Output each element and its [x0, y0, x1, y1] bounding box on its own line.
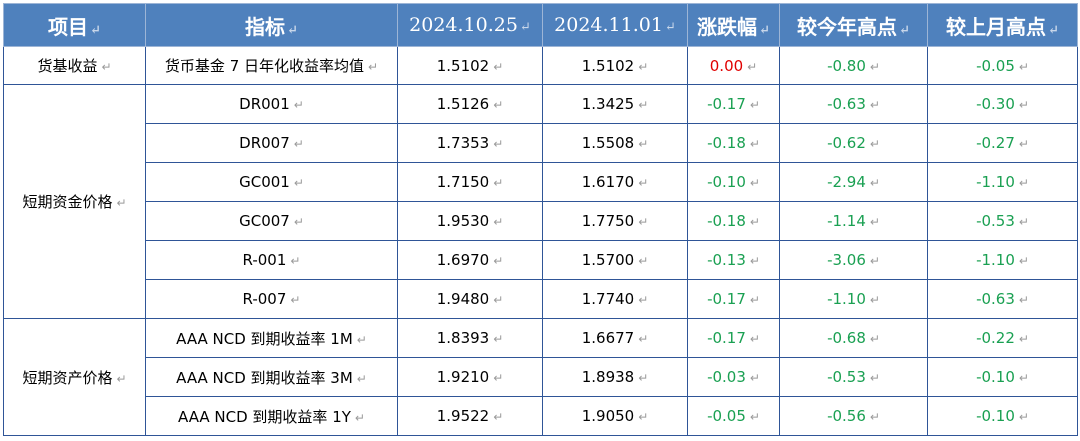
- vs-month-high-value: -0.27 ↵: [927, 123, 1078, 163]
- header-row: 项目 ↵ 指标 ↵ 2024.10.25 ↵ 2024.11.01 ↵ 涨跌幅 ↵ 较今年…: [3, 3, 1078, 47]
- change-value: -0.17 ↵: [687, 279, 780, 319]
- table-row: AAA NCD 到期收益率 1Y ↵ 1.9522 ↵ 1.9050 ↵ -0.05 ↵ -0.…: [4, 396, 1078, 436]
- change-value: -0.18 ↵: [687, 201, 780, 241]
- money-market-table: 项目 ↵ 指标 ↵ 2024.10.25 ↵ 2024.11.01 ↵ 涨跌幅 ↵ 较今年…: [3, 3, 1078, 436]
- change-value: -0.17 ↵: [687, 84, 780, 124]
- date2-value: 1.3425 ↵: [542, 84, 688, 124]
- table-row: AAA NCD 到期收益率 3M ↵ 1.9210 ↵ 1.8938 ↵ -0.03 ↵ -0.…: [4, 357, 1078, 397]
- header-vs-year-high: 较今年高点 ↵: [779, 3, 928, 47]
- change-value: -0.10 ↵: [687, 162, 780, 202]
- vs-year-high-value: -1.14 ↵: [779, 201, 928, 241]
- change-value: -0.03 ↵: [687, 357, 780, 397]
- change-value: -0.17 ↵: [687, 318, 780, 358]
- date2-value: 1.5700 ↵: [542, 240, 688, 280]
- group-label: 短期资金价格 ↵: [3, 84, 146, 319]
- date1-value: 1.9522 ↵: [397, 396, 543, 436]
- vs-month-high-value: -0.63 ↵: [927, 279, 1078, 319]
- vs-year-high-value: -3.06 ↵: [779, 240, 928, 280]
- vs-month-high-value: -1.10 ↵: [927, 162, 1078, 202]
- date1-value: 1.5102 ↵: [397, 46, 543, 85]
- vs-month-high-value: -0.30 ↵: [927, 84, 1078, 124]
- date2-value: 1.6677 ↵: [542, 318, 688, 358]
- date1-value: 1.7150 ↵: [397, 162, 543, 202]
- header-date-1: 2024.10.25 ↵: [397, 3, 543, 47]
- indicator-cell: AAA NCD 到期收益率 3M ↵: [145, 357, 398, 397]
- table-row: 货基收益 ↵ 货币基金 7 日年化收益率均值 ↵ 1.5102 ↵ 1.5102 ↵ 0.00 ↵…: [3, 46, 1078, 85]
- indicator-cell: 货币基金 7 日年化收益率均值 ↵: [145, 46, 398, 85]
- table-row: R-001 ↵ 1.6970 ↵ 1.5700 ↵ -0.13 ↵ -3.06 ↵ -1.10 ↵: [4, 240, 1078, 280]
- table-row: GC001 ↵ 1.7150 ↵ 1.6170 ↵ -0.10 ↵ -2.94 ↵ -1.10 ↵: [4, 162, 1078, 202]
- change-value: -0.05 ↵: [687, 396, 780, 436]
- change-value: -0.13 ↵: [687, 240, 780, 280]
- table-row: 短期资金价格 ↵ DR001 ↵ 1.5126 ↵ 1.3425 ↵ -0.17 ↵ -0.63 ↵ -…: [3, 84, 1078, 319]
- header-change: 涨跌幅 ↵: [687, 3, 780, 47]
- vs-year-high-value: -0.53 ↵: [779, 357, 928, 397]
- vs-month-high-value: -0.10 ↵: [927, 396, 1078, 436]
- vs-year-high-value: -0.62 ↵: [779, 123, 928, 163]
- change-value: -0.18 ↵: [687, 123, 780, 163]
- indicator-cell: DR001 ↵: [145, 84, 398, 124]
- date2-value: 1.5508 ↵: [542, 123, 688, 163]
- vs-year-high-value: -0.63 ↵: [779, 84, 928, 124]
- vs-month-high-value: -0.53 ↵: [927, 201, 1078, 241]
- vs-year-high-value: -1.10 ↵: [779, 279, 928, 319]
- vs-year-high-value: -0.56 ↵: [779, 396, 928, 436]
- vs-year-high-value: -0.68 ↵: [779, 318, 928, 358]
- indicator-cell: R-007 ↵: [145, 279, 398, 319]
- date2-value: 1.6170 ↵: [542, 162, 688, 202]
- indicator-cell: AAA NCD 到期收益率 1M ↵: [145, 318, 398, 358]
- date1-value: 1.9480 ↵: [397, 279, 543, 319]
- indicator-cell: R-001 ↵: [145, 240, 398, 280]
- date2-value: 1.8938 ↵: [542, 357, 688, 397]
- vs-month-high-value: -0.10 ↵: [927, 357, 1078, 397]
- date1-value: 1.9530 ↵: [397, 201, 543, 241]
- group-label: 货基收益 ↵: [3, 46, 146, 85]
- table-body: 货基收益 ↵ 货币基金 7 日年化收益率均值 ↵ 1.5102 ↵ 1.5102 ↵ 0.00 ↵…: [3, 46, 1078, 436]
- date2-value: 1.5102 ↵: [542, 46, 688, 85]
- indicator-cell: DR007 ↵: [145, 123, 398, 163]
- group-label: 短期资产价格 ↵: [3, 318, 146, 436]
- vs-month-high-value: -1.10 ↵: [927, 240, 1078, 280]
- table-row: GC007 ↵ 1.9530 ↵ 1.7750 ↵ -0.18 ↵ -1.14 ↵ -0.53 ↵: [4, 201, 1078, 241]
- vs-month-high-value: -0.05 ↵: [927, 46, 1078, 85]
- change-value: 0.00 ↵: [687, 46, 780, 85]
- date1-value: 1.6970 ↵: [397, 240, 543, 280]
- header-item: 项目 ↵: [3, 3, 146, 47]
- date2-value: 1.7750 ↵: [542, 201, 688, 241]
- indicator-cell: AAA NCD 到期收益率 1Y ↵: [145, 396, 398, 436]
- vs-month-high-value: -0.22 ↵: [927, 318, 1078, 358]
- date2-value: 1.7740 ↵: [542, 279, 688, 319]
- table-row: DR007 ↵ 1.7353 ↵ 1.5508 ↵ -0.18 ↵ -0.62 ↵ -0.27 ↵: [4, 123, 1078, 163]
- date1-value: 1.5126 ↵: [397, 84, 543, 124]
- date1-value: 1.9210 ↵: [397, 357, 543, 397]
- date1-value: 1.7353 ↵: [397, 123, 543, 163]
- vs-year-high-value: -0.80 ↵: [779, 46, 928, 85]
- indicator-cell: GC007 ↵: [145, 201, 398, 241]
- vs-year-high-value: -2.94 ↵: [779, 162, 928, 202]
- date2-value: 1.9050 ↵: [542, 396, 688, 436]
- date1-value: 1.8393 ↵: [397, 318, 543, 358]
- header-vs-month-high: 较上月高点 ↵: [927, 3, 1078, 47]
- header-date-2: 2024.11.01 ↵: [542, 3, 688, 47]
- indicator-cell: GC001 ↵: [145, 162, 398, 202]
- table-row: 短期资产价格 ↵ AAA NCD 到期收益率 1M ↵ 1.8393 ↵ 1.6677 ↵ -0…: [3, 318, 1078, 436]
- table-row: R-007 ↵ 1.9480 ↵ 1.7740 ↵ -0.17 ↵ -1.10 ↵ -0.63 ↵: [4, 279, 1078, 319]
- header-indicator: 指标 ↵: [145, 3, 398, 47]
